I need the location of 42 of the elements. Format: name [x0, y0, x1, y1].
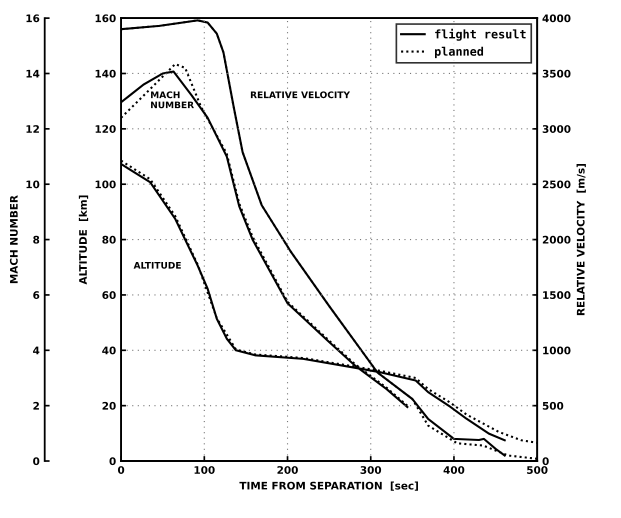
y-axis-title: ALTITUDE [km]: [78, 196, 88, 284]
y-tick-label: 0: [109, 457, 116, 466]
y2-tick-label: 500: [542, 402, 564, 410]
y-tick-label: 40: [102, 346, 116, 354]
annotation: MACH NUMBER: [151, 91, 194, 108]
y3-tick-label: 6: [33, 291, 40, 300]
y2-tick-label: 4000: [542, 14, 571, 22]
y3-tick-label: 10: [26, 180, 40, 188]
y2-axis-title: RELATIVE VELOCITY [m/s]: [576, 164, 586, 316]
y3-axis-title: MACH NUMBER: [10, 195, 18, 284]
legend-label: flight result: [435, 28, 526, 41]
y2-tick-label: 1000: [543, 346, 571, 354]
y3-tick-label: 14: [26, 70, 40, 78]
y2-tick-label: 3500: [542, 70, 571, 78]
annotation: RELATIVE VELOCITY: [250, 91, 350, 98]
x-tick-label: 200: [277, 466, 298, 474]
y3-tick-label: 16: [26, 14, 40, 22]
y-tick-label: 160: [96, 14, 116, 22]
y-tick-label: 60: [102, 291, 116, 300]
y-tick-label: 100: [96, 180, 116, 188]
y3-tick-label: 8: [33, 236, 40, 244]
y-tick-label: 120: [96, 125, 116, 133]
x-tick-label: 0: [118, 466, 124, 474]
y2-tick-label: 2500: [542, 180, 571, 188]
y3-tick-label: 4: [33, 346, 40, 354]
y2-tick-label: 0: [542, 457, 549, 466]
y-tick-label: 20: [102, 402, 116, 410]
x-axis-title: TIME FROM SEPARATION [sec]: [239, 482, 418, 491]
y2-tick-label: 1500: [543, 291, 571, 300]
y-tick-label: 80: [102, 236, 116, 244]
y3-tick-label: 12: [26, 125, 39, 133]
y3-tick-label: 0: [33, 457, 40, 466]
y2-tick-label: 2000: [542, 236, 571, 244]
y3-tick-label: 2: [33, 402, 39, 410]
y2-tick-label: 3000: [542, 125, 571, 133]
x-tick-label: 300: [360, 466, 382, 474]
y-tick-label: 140: [96, 70, 116, 78]
x-tick-label: 500: [527, 466, 548, 474]
x-tick-label: 100: [194, 466, 215, 474]
x-tick-label: 400: [444, 466, 464, 474]
legend-label: planned: [435, 46, 484, 58]
annotation: ALTITUDE: [134, 262, 181, 269]
